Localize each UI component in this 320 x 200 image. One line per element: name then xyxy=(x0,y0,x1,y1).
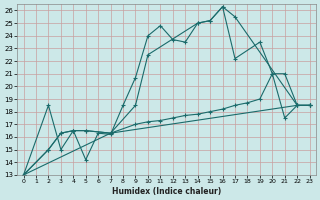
X-axis label: Humidex (Indice chaleur): Humidex (Indice chaleur) xyxy=(112,187,221,196)
